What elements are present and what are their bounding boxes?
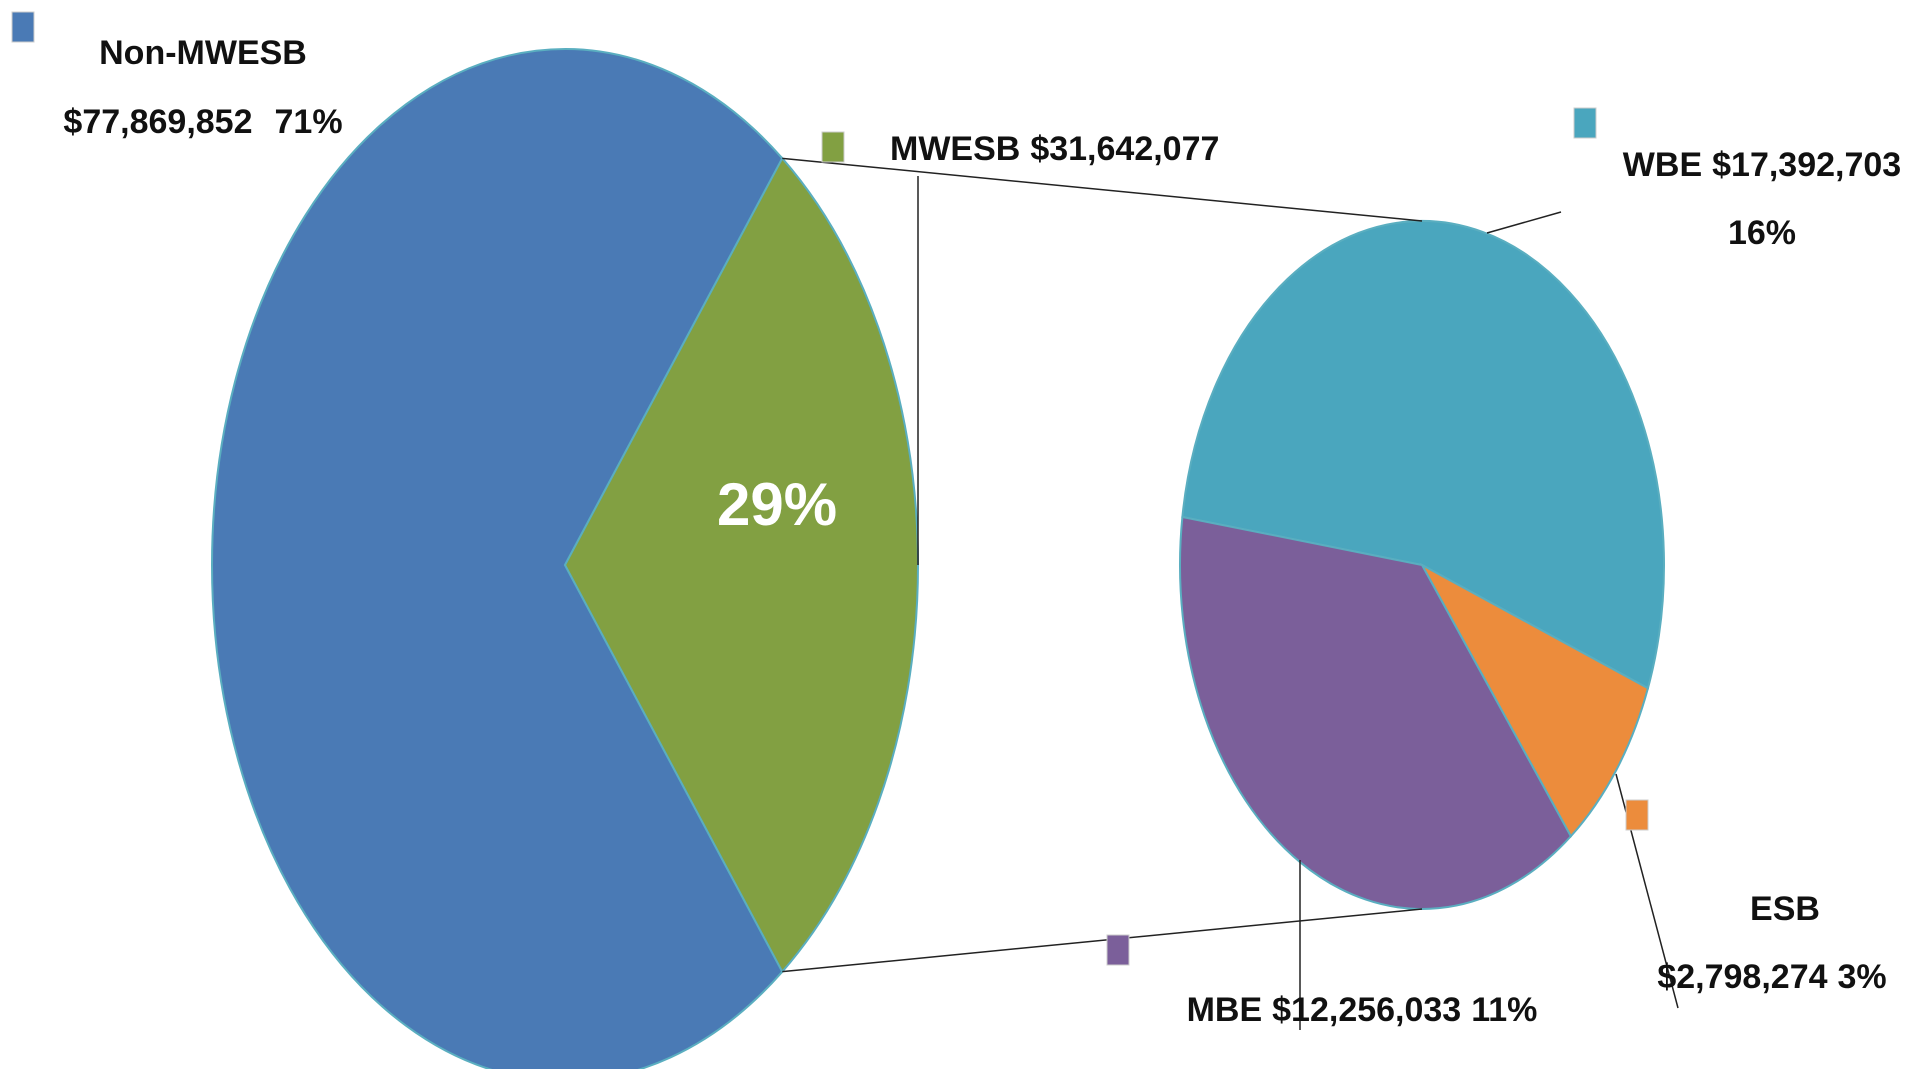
value-label: $77,869,852 71% xyxy=(63,103,342,141)
category-label: Non-MWESB xyxy=(99,34,307,72)
value-label: $77,869,852 xyxy=(63,103,252,141)
percent-label: 3% xyxy=(1838,958,1887,996)
percent-label: 29% xyxy=(717,471,837,538)
leader-line xyxy=(1486,211,1562,234)
connector-line xyxy=(782,908,1423,973)
value-label: $12,256,033 xyxy=(1272,991,1461,1029)
category-label: WBE $17,392,703 xyxy=(1623,146,1901,184)
category-label: MBE xyxy=(1187,991,1263,1029)
value-label: $17,392,703 xyxy=(1712,146,1901,184)
category-label: MWESB $31,642,077 xyxy=(890,130,1219,168)
category-label: WBE xyxy=(1623,146,1702,184)
pie-slice xyxy=(1181,220,1665,690)
value-label: $2,798,274 xyxy=(1657,958,1827,996)
pie-slice xyxy=(1419,562,1650,838)
legend-marker xyxy=(1573,107,1597,139)
pie-slice xyxy=(1179,515,1573,910)
percent-label: 71% xyxy=(275,103,343,141)
value-label: $31,642,077 xyxy=(1030,130,1219,168)
legend-marker xyxy=(11,11,35,43)
legend-marker xyxy=(1625,799,1649,831)
pie-slice xyxy=(211,48,784,1069)
value-label: $2,798,274 3% xyxy=(1657,958,1886,996)
connector-line xyxy=(782,157,1423,222)
category-label: ESB xyxy=(1750,890,1820,928)
percent-label: 16% xyxy=(1728,214,1796,252)
category-label: MWESB xyxy=(890,130,1020,168)
percent-label: 11% xyxy=(1471,991,1537,1029)
legend-marker xyxy=(821,131,845,163)
legend-marker xyxy=(1106,934,1130,966)
category-label: MBE $12,256,033 11% xyxy=(1187,991,1538,1029)
